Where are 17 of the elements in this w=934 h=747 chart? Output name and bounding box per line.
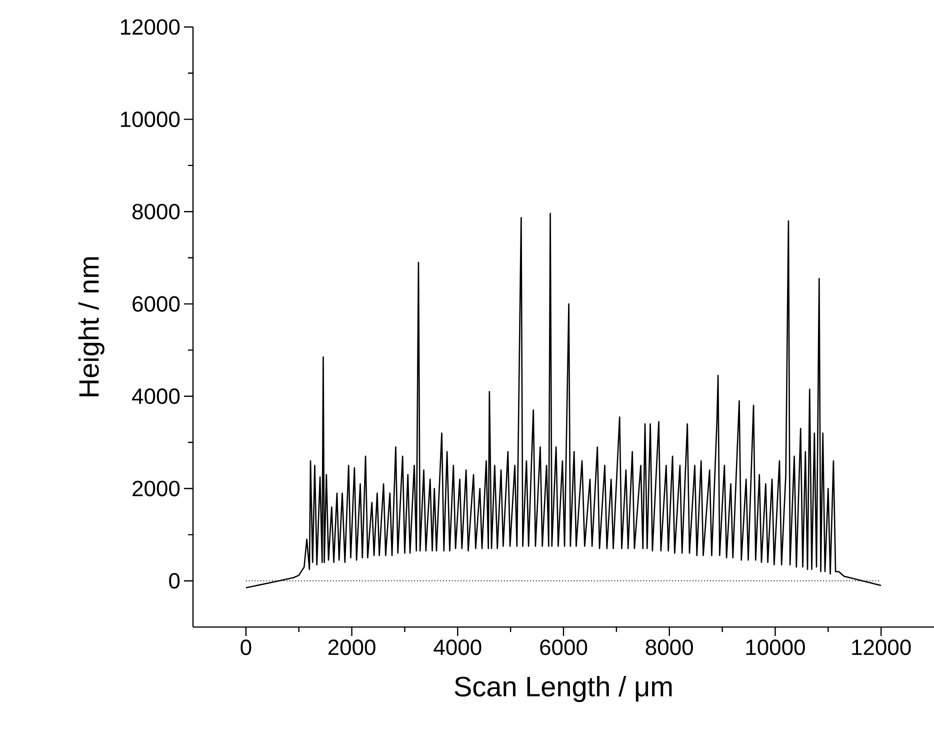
x-tick-label: 2000 [328, 640, 376, 656]
x-tick-label: 6000 [540, 640, 588, 656]
y-tick-label: 0 [169, 573, 180, 589]
x-axis-title: Scan Length / μm [454, 676, 672, 702]
y-tick-label: 10000 [120, 112, 180, 128]
y-tick-label: 6000 [132, 296, 180, 312]
x-tick-label: 8000 [646, 640, 693, 656]
x-tick-label: 4000 [434, 640, 482, 656]
y-tick-label: 12000 [120, 19, 180, 35]
y-tick-label: 4000 [132, 388, 180, 404]
x-tick-label: 0 [240, 640, 252, 656]
x-tick-label: 12000 [852, 640, 911, 656]
y-tick-label: 8000 [132, 204, 180, 220]
y-tick-label: 2000 [132, 480, 180, 496]
line-series [245, 212, 882, 588]
y-axis-title: Height / nm [78, 257, 104, 396]
x-tick-label: 10000 [746, 640, 805, 656]
